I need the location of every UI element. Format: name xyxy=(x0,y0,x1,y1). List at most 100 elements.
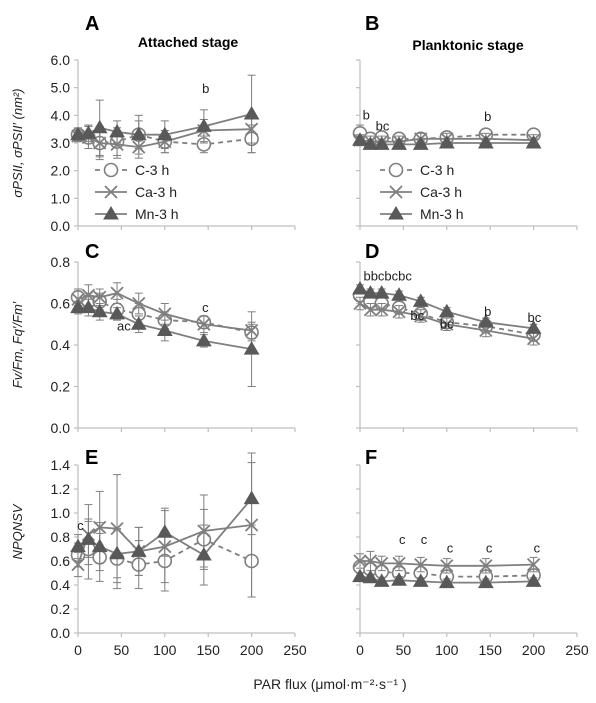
panel-a: A 0.0 1.0 2.0 3.0 4.0 5.0 6.0 b C-3 h Ca-3 h Mn-3 h xyxy=(51,13,296,234)
data-point xyxy=(477,314,494,328)
significance-label: bbcbcbc xyxy=(363,269,412,284)
x-tick-label: 200 xyxy=(522,642,546,658)
data-point xyxy=(352,280,368,295)
data-point xyxy=(353,554,367,568)
significance-label: ac xyxy=(117,318,131,333)
y-tick-label: 2.0 xyxy=(51,163,71,179)
data-point xyxy=(391,572,407,586)
data-point xyxy=(525,573,542,587)
significance-label: bc xyxy=(440,316,454,331)
significance-label: b xyxy=(484,109,491,124)
data-point xyxy=(80,125,97,139)
series-line xyxy=(359,302,534,340)
data-point xyxy=(195,332,212,347)
y-axis-title-row3: NPQNSV xyxy=(10,503,25,559)
x-tick-label: 150 xyxy=(197,642,221,658)
significance-label: b xyxy=(363,107,370,122)
y-tick-label: 5.0 xyxy=(51,80,71,96)
panel-letter: E xyxy=(85,447,98,469)
series-triangle xyxy=(70,462,260,586)
data-point xyxy=(375,556,389,571)
data-point xyxy=(110,521,124,536)
legend-marker xyxy=(104,185,118,199)
y-axis-title-row1: σPSII, σPSII′ (nm²) xyxy=(10,88,25,197)
y-tick-label: 0.2 xyxy=(51,601,71,617)
data-point xyxy=(80,299,97,314)
data-point xyxy=(80,531,97,545)
panel-letter: F xyxy=(365,447,377,469)
x-tick-label: 150 xyxy=(479,642,503,658)
data-point xyxy=(526,332,541,346)
data-point xyxy=(414,309,428,323)
data-point xyxy=(156,126,173,141)
data-point xyxy=(362,569,379,584)
series-triangle xyxy=(70,298,260,387)
data-point xyxy=(109,123,125,138)
y-tick-label: 1.4 xyxy=(51,457,71,473)
series-line xyxy=(360,560,534,567)
data-point xyxy=(525,320,542,334)
y-tick-label: 1.2 xyxy=(51,481,71,497)
significance-label: c xyxy=(447,541,454,556)
data-point xyxy=(70,299,86,314)
y-tick-label: 3.0 xyxy=(51,135,71,151)
y-tick-label: 0.0 xyxy=(51,420,71,436)
data-point xyxy=(130,316,147,330)
data-point xyxy=(352,568,368,583)
data-point xyxy=(412,293,429,307)
data-point xyxy=(375,303,389,317)
data-point xyxy=(132,296,146,311)
x-tick-label: 250 xyxy=(565,642,589,658)
data-point xyxy=(391,287,407,301)
y-tick-label: 1.0 xyxy=(51,505,71,521)
y-tick-label: 0.6 xyxy=(51,553,71,569)
data-point xyxy=(363,554,378,568)
x-tick-label: 200 xyxy=(240,642,264,658)
panel-letter: C xyxy=(85,241,99,263)
legend-label: Ca-3 h xyxy=(135,184,177,200)
y-tick-label: 4.0 xyxy=(51,107,71,123)
data-point xyxy=(156,524,173,538)
series-x xyxy=(353,550,541,574)
data-point xyxy=(362,136,379,150)
x-tick-label: 0 xyxy=(74,642,82,658)
series-line xyxy=(77,292,252,332)
legend-label: C-3 h xyxy=(420,162,454,178)
legend-item: C-3 h xyxy=(380,162,454,178)
data-point xyxy=(195,547,212,561)
panels: A 0.0 1.0 2.0 3.0 4.0 5.0 6.0 b C-3 h Ca-3 h Mn-3 h… xyxy=(51,13,589,658)
panel-letter: D xyxy=(365,241,379,263)
data-point xyxy=(91,303,108,318)
data-point xyxy=(110,286,124,300)
data-point xyxy=(91,538,108,553)
data-point xyxy=(243,105,260,120)
series-triangle xyxy=(70,74,260,156)
y-tick-label: 6.0 xyxy=(51,52,71,68)
data-point xyxy=(70,126,86,141)
legend-label: Mn-3 h xyxy=(420,206,464,222)
data-point xyxy=(392,556,406,571)
series-line xyxy=(77,538,252,566)
data-point xyxy=(130,126,147,141)
data-point xyxy=(440,317,454,331)
series-x xyxy=(353,296,541,346)
legend-item: Ca-3 h xyxy=(95,184,177,200)
data-point xyxy=(440,559,454,573)
data-point xyxy=(363,303,378,317)
stage-right-title: Planktonic stage xyxy=(412,37,523,53)
data-point xyxy=(156,322,173,336)
panel-e: E 0.0 0.2 0.4 0.6 0.8 1.0 1.2 1.4 0 50 100 150 200 250… xyxy=(51,447,307,658)
data-point xyxy=(158,307,172,321)
data-point xyxy=(477,135,494,149)
stage-left-title: Attached stage xyxy=(138,34,239,50)
significance-label: c xyxy=(421,532,428,547)
data-point xyxy=(195,118,212,132)
significance-label: bc xyxy=(528,310,542,325)
series-triangle xyxy=(352,132,542,150)
y-tick-label: 0.4 xyxy=(51,577,71,593)
x-tick-label: 50 xyxy=(114,642,130,658)
panel-letter: B xyxy=(365,13,379,35)
legend-marker xyxy=(388,206,404,220)
significance-label: bc xyxy=(376,119,390,134)
